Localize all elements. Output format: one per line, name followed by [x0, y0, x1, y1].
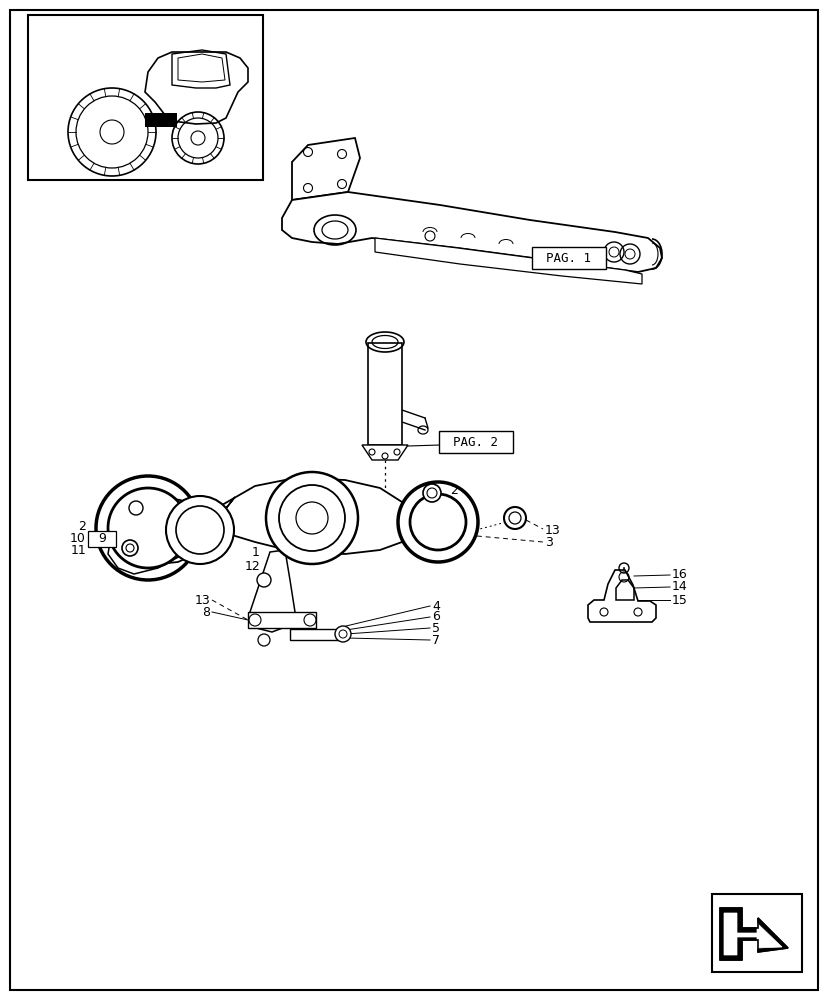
Text: 3: 3 — [544, 536, 552, 548]
Polygon shape — [723, 913, 781, 955]
Text: 8: 8 — [202, 605, 210, 618]
Text: 1: 1 — [251, 546, 260, 558]
Polygon shape — [361, 445, 408, 460]
Circle shape — [122, 540, 138, 556]
Circle shape — [398, 482, 477, 562]
Text: 2: 2 — [449, 484, 457, 496]
Text: 13: 13 — [194, 593, 210, 606]
Text: 2: 2 — [78, 520, 86, 532]
Polygon shape — [719, 908, 787, 960]
Text: 13: 13 — [544, 524, 560, 536]
Text: 6: 6 — [432, 610, 439, 624]
Polygon shape — [118, 478, 412, 564]
Text: 12: 12 — [244, 560, 260, 572]
Circle shape — [176, 506, 224, 554]
Bar — [711, 894, 801, 972]
Bar — [367, 343, 402, 445]
Circle shape — [335, 626, 351, 642]
Polygon shape — [282, 192, 662, 272]
Polygon shape — [587, 570, 655, 622]
Circle shape — [108, 488, 188, 568]
Text: 9: 9 — [98, 532, 106, 546]
Bar — [145, 113, 177, 127]
Circle shape — [165, 496, 234, 564]
Text: 4: 4 — [432, 599, 439, 612]
Text: 11: 11 — [70, 544, 86, 556]
Circle shape — [279, 485, 345, 551]
Circle shape — [423, 484, 441, 502]
FancyBboxPatch shape — [532, 247, 605, 269]
Bar — [28, 15, 263, 180]
Text: 10: 10 — [70, 532, 86, 544]
Text: 16: 16 — [672, 568, 687, 582]
Polygon shape — [250, 550, 294, 632]
Circle shape — [504, 507, 525, 529]
Circle shape — [129, 501, 143, 515]
Text: 14: 14 — [672, 580, 687, 593]
Polygon shape — [375, 238, 641, 284]
Text: PAG. 1: PAG. 1 — [546, 251, 590, 264]
Text: 7: 7 — [432, 634, 439, 646]
Circle shape — [409, 494, 466, 550]
Circle shape — [265, 472, 357, 564]
Text: 5: 5 — [432, 621, 439, 634]
Circle shape — [256, 573, 270, 587]
FancyBboxPatch shape — [438, 431, 513, 453]
Bar — [289, 629, 337, 640]
Polygon shape — [292, 138, 360, 200]
Text: 15: 15 — [672, 593, 687, 606]
Circle shape — [96, 476, 200, 580]
Bar — [248, 612, 316, 628]
Polygon shape — [108, 497, 235, 574]
Bar — [88, 531, 116, 547]
Text: PAG. 2: PAG. 2 — [453, 436, 498, 448]
